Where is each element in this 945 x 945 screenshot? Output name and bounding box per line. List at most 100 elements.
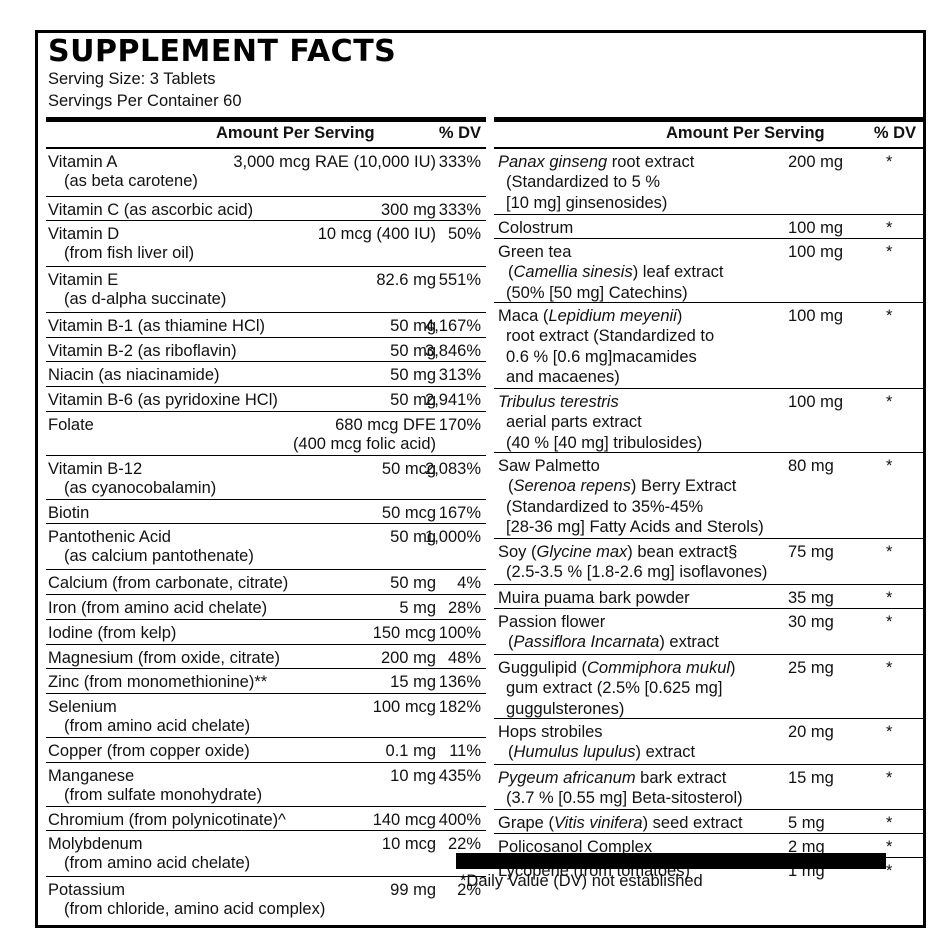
amount-per-serving: 80 mg <box>788 457 834 475</box>
amount-per-serving: 10 mcg (400 IU) <box>317 225 436 243</box>
ingredient-name-text: Muira puama bark powder <box>498 589 690 607</box>
ingredient-latin-name: Vitis vinifera <box>553 814 643 832</box>
left-rows: Vitamin A (as beta carotene) 3,000 mcg RAE… <box>46 149 486 923</box>
amount-per-serving: 20 mg <box>788 723 834 741</box>
percent-daily-value: 22% <box>447 835 481 853</box>
amount-per-serving: 140 mcg <box>372 811 436 829</box>
ingredient-detail: (Humulus lupulus) extract <box>508 742 695 762</box>
amount-per-serving: 50 mg <box>390 317 436 335</box>
percent-daily-value: 333% <box>438 153 481 171</box>
right-header-dv: % DV <box>873 124 916 142</box>
nutrient-row: Folate 680 mcg DFE (400 mcg folic acid) 170… <box>46 412 486 456</box>
nutrient-row: Iodine (from kelp) 150 mcg 100% <box>46 620 486 645</box>
ingredient-name: Saw Palmetto <box>498 456 600 476</box>
ingredient-detail: [10 mg] ginsenosides) <box>506 193 668 212</box>
ingredient-row: Hops strobiles (Humulus lupulus) extract 2… <box>494 719 924 765</box>
ingredient-name: Green tea <box>498 242 571 262</box>
amount-per-serving: 35 mg <box>788 589 834 607</box>
amount-per-serving: 680 mcg DFE <box>335 416 436 434</box>
ingredient-detail: (50% [50 mg] Catechins) <box>506 283 688 302</box>
right-header-amount: Amount Per Serving <box>666 124 825 142</box>
percent-daily-value: * <box>886 543 893 561</box>
nutrient-name: Vitamin B-1 (as thiamine HCl) <box>48 317 266 335</box>
amount-per-serving: 3,000 mcg RAE (10,000 IU) <box>233 153 436 171</box>
left-column-header: Amount Per Serving % DV <box>46 122 486 149</box>
footnote-bar <box>456 853 886 869</box>
percent-daily-value: 48% <box>447 649 481 667</box>
ingredient-row: Grape (Vitis vinifera) seed extract 5 mg * <box>494 810 924 834</box>
nutrient-row: Vitamin D (from fish liver oil) 10 mcg (40… <box>46 221 486 267</box>
ingredient-latin-name: Humulus lupulus <box>513 743 636 761</box>
amount-per-serving: 50 mg <box>390 366 436 384</box>
nutrient-name: Copper (from copper oxide) <box>48 742 250 760</box>
nutrient-row: Chromium (from polynicotinate)^ 140 mcg 40… <box>46 807 486 831</box>
nutrient-name: Vitamin E <box>48 271 119 289</box>
left-column: Amount Per Serving % DV Vitamin A (as bet… <box>46 117 486 923</box>
ingredient-latin-name: Pygeum africanum <box>498 769 636 787</box>
amount-per-serving: 10 mg <box>390 767 436 785</box>
ingredient-row: Panax ginseng root extract (Standardized … <box>494 149 924 215</box>
ingredient-name: Soy (Glycine max) bean extract§ <box>498 542 737 562</box>
nutrient-source: (from amino acid chelate) <box>64 854 251 872</box>
nutrient-name: Magnesium (from oxide, citrate) <box>48 649 280 667</box>
ingredient-name-text: bark extract <box>635 769 727 787</box>
ingredient-detail-text: ( <box>508 263 514 281</box>
ingredient-detail: (3.7 % [0.55 mg] Beta-sitosterol) <box>506 789 743 807</box>
nutrient-row: Biotin 50 mcg 167% <box>46 500 486 524</box>
percent-daily-value: 136% <box>438 673 481 691</box>
ingredient-latin-name: Panax ginseng <box>498 153 608 171</box>
percent-daily-value: 11% <box>449 742 481 760</box>
percent-daily-value: 28% <box>447 599 481 617</box>
nutrient-row: Pantothenic Acid (as calcium pantothenate… <box>46 524 486 570</box>
percent-daily-value: 4% <box>457 574 481 592</box>
ingredient-row: Soy (Glycine max) bean extract§ (2.5-3.5 … <box>494 539 924 585</box>
nutrient-row: Potassium (from chloride, amino acid comp… <box>46 877 486 923</box>
servings-per-container: Servings Per Container 60 <box>48 92 242 110</box>
percent-daily-value: 333% <box>438 201 481 219</box>
percent-daily-value: * <box>886 219 893 237</box>
ingredient-name: Maca (Lepidium meyenii) <box>498 306 682 326</box>
nutrient-source: (as cyanocobalamin) <box>64 479 217 497</box>
ingredient-latin-name: Tribulus terestris <box>498 393 619 411</box>
ingredient-detail: (Standardized to 5 % <box>506 173 661 191</box>
nutrient-row: Calcium (from carbonate, citrate) 50 mg 4% <box>46 570 486 595</box>
ingredient-name-text: Maca ( <box>498 307 549 325</box>
amount-per-serving: 15 mg <box>788 769 834 787</box>
nutrient-name: Vitamin B-2 (as riboflavin) <box>48 342 237 360</box>
percent-daily-value: * <box>886 838 893 856</box>
ingredient-name: Passion flower <box>498 612 605 632</box>
ingredient-detail: (Camellia sinesis) leaf extract <box>508 262 724 282</box>
amount-per-serving: 150 mcg <box>372 624 436 642</box>
amount-per-serving: 99 mg <box>390 881 436 899</box>
nutrient-source: (as beta carotene) <box>64 172 198 190</box>
ingredient-latin-name: Passiflora Incarnata <box>513 633 660 651</box>
amount-per-serving: 82.6 mg <box>376 271 436 289</box>
amount-per-serving: 2 mg <box>788 838 825 856</box>
percent-daily-value: * <box>886 307 893 325</box>
amount-per-serving: 50 mg <box>390 574 436 592</box>
percent-daily-value: * <box>886 393 893 411</box>
ingredient-detail-text: ) extract <box>635 743 696 761</box>
ingredient-detail-text: ( <box>508 743 514 761</box>
amount-per-serving: 10 mcg <box>381 835 436 853</box>
ingredient-row: Guggulipid (Commiphora mukul) gum extract… <box>494 655 924 719</box>
ingredient-detail: guggulsterones) <box>506 699 625 718</box>
ingredient-name-text: Green tea <box>498 243 572 261</box>
amount-per-serving: 50 mcg <box>381 460 436 478</box>
percent-daily-value: 182% <box>438 698 481 716</box>
percent-daily-value: 1,000% <box>425 528 481 546</box>
amount-per-serving: 75 mg <box>788 543 834 561</box>
nutrient-name: Vitamin D <box>48 225 120 243</box>
percent-daily-value: 400% <box>438 811 481 829</box>
ingredient-row: Colostrum 100 mg * <box>494 215 924 239</box>
right-column-header: Amount Per Serving % DV <box>494 122 924 149</box>
amount-per-serving: 100 mcg <box>372 698 436 716</box>
nutrient-row: Vitamin B-2 (as riboflavin) 50 mg 3,846% <box>46 338 486 362</box>
ingredient-row: Pygeum africanum bark extract (3.7 % [0.5… <box>494 765 924 810</box>
ingredient-name-text: ) seed extract <box>642 814 743 832</box>
ingredient-detail: root extract (Standardized to <box>506 327 715 345</box>
amount-per-serving: 200 mg <box>380 649 436 667</box>
ingredient-name: Pygeum africanum bark extract <box>498 768 726 788</box>
percent-daily-value: * <box>886 153 893 171</box>
percent-daily-value: * <box>886 613 893 631</box>
